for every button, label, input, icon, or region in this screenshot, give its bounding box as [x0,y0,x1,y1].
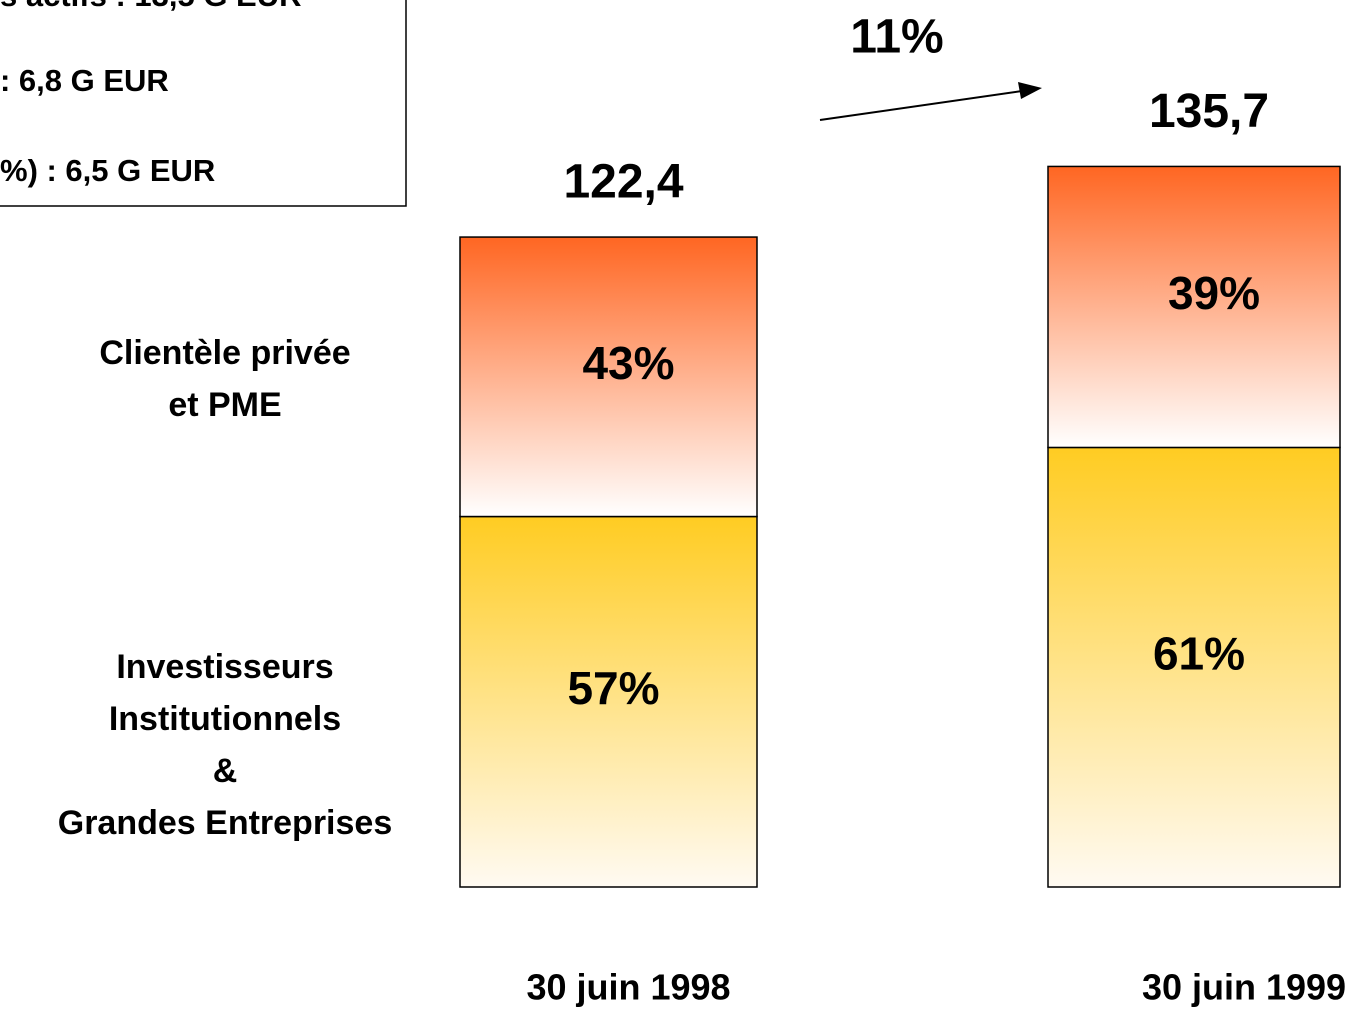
note: %) : 6,5 G EUR [0,153,215,188]
series-label-line: & [213,752,238,790]
x-tick-label: 30 juin 1999 [1142,967,1346,1008]
total-label: 122,4 [563,156,683,209]
value-label: 39% [1168,267,1260,319]
series-label-line: Clientèle privée [99,334,350,372]
bar-segment [459,515,758,888]
series-label-line: et PME [168,386,281,424]
growth-arrow [819,90,1023,121]
value-label: 43% [582,337,674,389]
arrow-head [1018,82,1042,99]
growth-label: 11% [850,11,943,64]
total-label: 135,7 [1149,85,1269,138]
series-label: Investisseurs Institutionnels & Grandes Ent… [58,648,392,842]
bar-segment [459,236,758,518]
x-tick-label: 30 juin 1998 [526,967,730,1008]
bar-segment [1047,165,1341,449]
note: s actifs : 13,5 G EUR [0,0,302,13]
note-box [0,0,407,207]
value-label: 57% [567,662,659,714]
bar-segment [1047,446,1341,888]
series-label-line: Grandes Entreprises [58,804,392,842]
series-label: Clientèle privée et PME [99,334,350,424]
series-label-line: Investisseurs [116,648,333,686]
value-label: 61% [1153,627,1245,679]
note: : 6,8 G EUR [0,63,169,98]
series-label-line: Institutionnels [109,700,341,738]
